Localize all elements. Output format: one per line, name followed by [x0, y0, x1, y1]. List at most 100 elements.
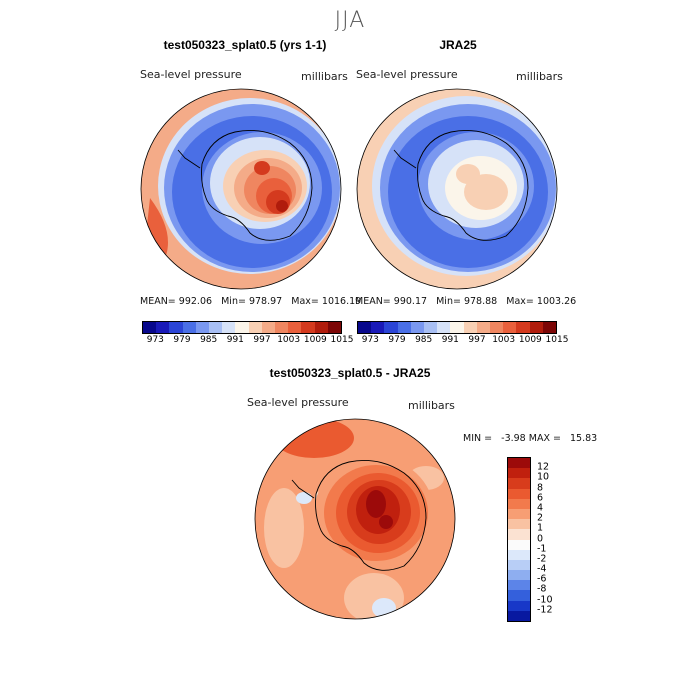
panel1-colorbar-swatch [182, 322, 196, 333]
panel2-colorbar-swatch [542, 322, 557, 333]
diff-colorbar [507, 457, 531, 622]
panel1-colorbar-swatch [143, 322, 157, 333]
diff-minmax: MIN = -3.98 MAX = 15.83 [463, 433, 598, 444]
panel1-map-border [140, 88, 342, 290]
panel1-colorbar-tick-label: 1015 [330, 335, 354, 345]
diff-colorbar-swatch [508, 519, 530, 530]
season-title: JJA [334, 8, 366, 33]
panel2-peninsula-outline [393, 149, 417, 169]
diff-colorbar-swatch [508, 570, 530, 581]
panel1-colorbar-swatch [195, 322, 210, 333]
diff-colorbar-tick-label: 8 [537, 482, 544, 494]
panel2-polar-map [356, 88, 558, 290]
panel1-colorbar-swatch [248, 322, 262, 333]
panel1-colorbar-swatch [222, 322, 236, 333]
diff-colorbar-swatch [508, 610, 530, 621]
panel1-colorbar-swatch [156, 322, 170, 333]
diff-colorbar-tick-label: -2 [537, 553, 547, 565]
panel1-colorbar-swatch [301, 322, 315, 333]
diff-colorbar-tick-label: 2 [537, 512, 544, 524]
diff-colorbar-swatch [508, 468, 530, 479]
panel1-polar-map [140, 88, 342, 290]
panel2-colorbar-tick-label: 979 [388, 335, 406, 345]
panel1-min: 978.97 [248, 296, 283, 307]
diff-colorbar-swatch [508, 458, 530, 469]
panel2-colorbar-swatch [503, 322, 517, 333]
diff-colorbar-swatch [508, 488, 530, 499]
panel2-colorbar-tick-label: 1015 [545, 335, 569, 345]
panel2-colorbar-swatch [358, 322, 372, 333]
panel2-max: 1003.26 [536, 296, 577, 307]
panel2-colorbar-swatch [529, 322, 543, 333]
panel1-colorbar-tick-label: 1003 [277, 335, 301, 345]
panel1-antarctica-outline [201, 129, 313, 241]
panel2-colorbar-swatch [437, 322, 451, 333]
panel1-colorbar-swatch [209, 322, 223, 333]
panel2-colorbar-tick-label: 1009 [518, 335, 542, 345]
panel2-colorbar-swatch [490, 322, 504, 333]
panel1-units: millibars [301, 70, 348, 83]
diff-colorbar-swatch [508, 539, 530, 550]
panel1-max: 1016.19 [321, 296, 362, 307]
panel1-colorbar-swatch [169, 322, 183, 333]
panel1-colorbar-tick-label: 997 [253, 335, 271, 345]
diff-colorbar-tick-label: -4 [537, 563, 547, 575]
diff-colorbar-tick-label: 6 [537, 492, 544, 504]
panel1-colorbar-swatch [327, 322, 342, 333]
diff-colorbar-swatch [508, 549, 530, 560]
diff-colorbar-swatch [508, 559, 530, 571]
panel2-colorbar-tick-label: 991 [441, 335, 459, 345]
panel1-mean: 992.06 [178, 296, 213, 307]
diff-colorbar-swatch [508, 580, 530, 591]
panel2-max-label: Max= [506, 296, 534, 307]
diff-title: test050323_splat0.5 - JRA25 [269, 366, 431, 380]
diff-units: millibars [408, 399, 455, 412]
panel2-antarctica-outline [417, 129, 529, 241]
diff-colorbar-tick-label: 4 [537, 502, 544, 514]
diff-colorbar-swatch [508, 590, 530, 601]
diff-colorbar-ticks: 12 10 8 6 4 2 1 0 -1 -2 -4 -6 -8 -10 -12 [537, 457, 577, 620]
diff-colorbar-swatch [508, 498, 530, 509]
diff-colorbar-tick-label: -8 [537, 583, 547, 595]
panel2-colorbar-swatch [516, 322, 530, 333]
diff-colorbar-tick-label: 1 [537, 522, 544, 534]
panel1-variable: Sea-level pressure [140, 68, 242, 81]
diff-antarctica-outline [315, 459, 427, 571]
panel1-colorbar-tick-label: 985 [200, 335, 218, 345]
diff-polar-map [254, 418, 456, 620]
panel2-colorbar-swatch [424, 322, 438, 333]
panel1-colorbar-wrap: 973 979 985 991 997 1003 1009 1015 [142, 321, 353, 346]
panel1-colorbar-tick-label: 979 [173, 335, 191, 345]
panel1-colorbar-swatch [261, 322, 276, 333]
panel1-colorbar-swatch [235, 322, 249, 333]
panel2-colorbar-swatch [463, 322, 477, 333]
diff-colorbar-tick-label: 10 [537, 471, 550, 483]
diff-colorbar-tick-label: -10 [537, 594, 553, 606]
panel2-min: 978.88 [463, 296, 498, 307]
panel1-colorbar [142, 321, 342, 334]
panel2-colorbar-tick-label: 1003 [492, 335, 516, 345]
diff-colorbar-swatch [508, 478, 530, 489]
panel1-colorbar-tick-label: 1009 [303, 335, 327, 345]
panel2-colorbar-swatch [450, 322, 464, 333]
diff-colorbar-swatch [508, 508, 530, 520]
panel2-colorbar-swatch [397, 322, 411, 333]
panel1-stats: MEAN= 992.06 Min= 978.97 Max= 1016.19 [140, 296, 361, 307]
panel2-colorbar [357, 321, 557, 334]
panel2-units: millibars [516, 70, 563, 83]
diff-colorbar-tick-label: 12 [537, 461, 550, 473]
panel1-title: test050323_splat0.5 (yrs 1-1) [163, 38, 327, 52]
panel2-colorbar-tick-label: 985 [415, 335, 433, 345]
panel2-mean-label: MEAN= [355, 296, 391, 307]
diff-colorbar-swatch [508, 600, 530, 611]
panel2-mean: 990.17 [393, 296, 428, 307]
panel2-colorbar-swatch [476, 322, 491, 333]
panel2-map-border [356, 88, 558, 290]
panel2-title: JRA25 [439, 38, 477, 52]
panel2-colorbar-swatch [371, 322, 385, 333]
diff-variable: Sea-level pressure [247, 396, 349, 409]
panel2-min-label: Min= [436, 296, 461, 307]
panel2-colorbar-swatch [410, 322, 425, 333]
diff-colorbar-tick-label: -12 [537, 604, 553, 616]
panel1-colorbar-tick-label: 973 [146, 335, 164, 345]
